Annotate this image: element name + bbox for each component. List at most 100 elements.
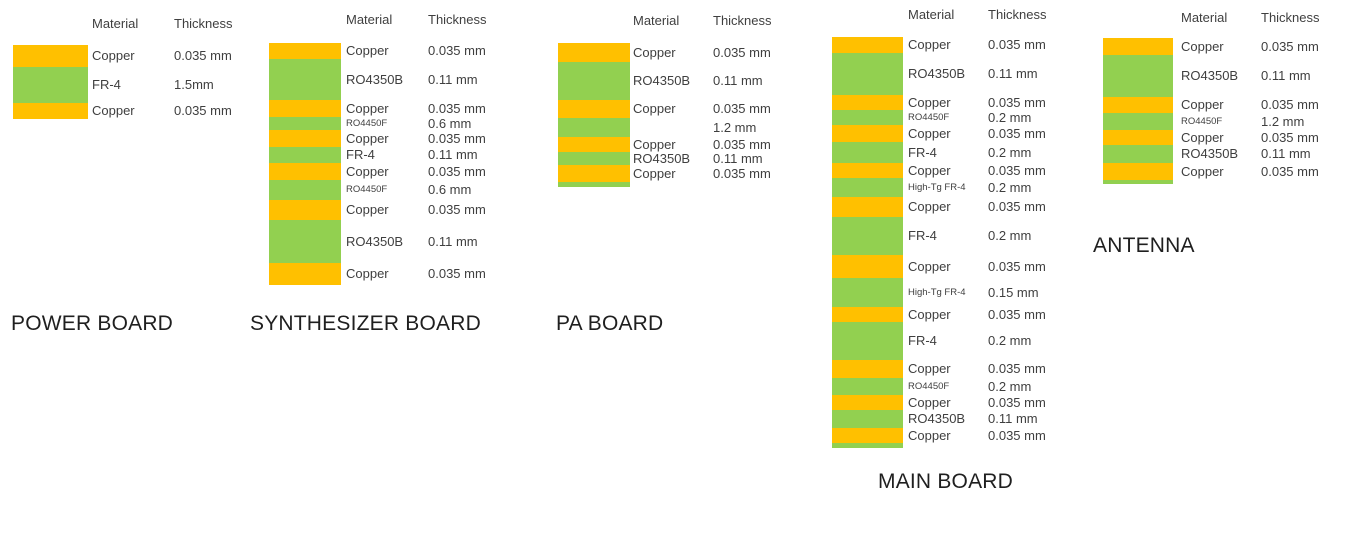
layer-thickness-label: 0.035 mm xyxy=(1261,97,1319,112)
layer-thickness-label: 0.11 mm xyxy=(713,73,763,88)
layer-material-label: Copper xyxy=(346,163,389,179)
layer-strip-copper xyxy=(832,163,903,178)
layer-material-label: FR-4 xyxy=(92,77,121,92)
layer-material-label: Copper xyxy=(908,125,951,141)
layer-material-label: Copper xyxy=(92,48,135,63)
layer-thickness-label: 0.6 mm xyxy=(428,182,472,197)
layer-strip-copper xyxy=(269,163,341,180)
layer-material-label: Copper xyxy=(908,258,951,274)
board-title: MAIN BOARD xyxy=(878,470,1014,493)
layer-material-label: RO4350B xyxy=(346,71,404,87)
layer-strip-dielectric xyxy=(269,220,341,263)
layer-strip-dielectric xyxy=(1103,55,1173,97)
layer-strip-copper xyxy=(832,125,903,142)
layer-strip-copper xyxy=(269,130,341,147)
layer-material-label: High-Tg FR-4 xyxy=(908,181,966,193)
layer-strip-dielectric xyxy=(832,53,903,95)
layer-thickness-label: 0.2 mm xyxy=(988,179,1032,195)
layer-strip-dielectric xyxy=(558,182,630,187)
layer-thickness-label: 1.2 mm xyxy=(1261,113,1305,129)
layer-strip-copper xyxy=(13,45,88,67)
thickness-column-header: Thickness xyxy=(1261,10,1320,25)
layer-material-label: RO4450F xyxy=(346,184,388,195)
material-column-header: Material xyxy=(908,7,955,22)
layer-thickness-label: 0.2 mm xyxy=(988,333,1032,348)
layer-material-label: Copper xyxy=(92,103,135,118)
layer-strip-dielectric xyxy=(832,217,903,255)
layer-thickness-label: 0.035 mm xyxy=(713,136,771,152)
layer-thickness-label: 0.035 mm xyxy=(428,163,486,179)
layer-material-label: Copper xyxy=(346,43,389,58)
layer-thickness-label: 0.11 mm xyxy=(428,147,478,162)
layer-material-label: FR-4 xyxy=(908,144,937,160)
layer-material-label: Copper xyxy=(908,37,951,52)
layer-strip-dielectric xyxy=(1103,113,1173,130)
layer-material-label: RO4350B xyxy=(1181,146,1239,161)
layer-thickness-label: 0.6 mm xyxy=(428,115,472,131)
layer-material-label: Copper xyxy=(908,394,951,410)
layer-material-label: Copper xyxy=(633,136,676,152)
layer-strip-copper xyxy=(269,43,341,59)
layer-thickness-label: 0.035 mm xyxy=(428,130,486,146)
layer-strip-dielectric xyxy=(832,142,903,163)
layer-thickness-label: 0.035 mm xyxy=(988,125,1046,141)
layer-strip-dielectric xyxy=(832,443,903,448)
layer-strip-dielectric xyxy=(269,59,341,100)
layer-thickness-label: 0.11 mm xyxy=(988,66,1038,81)
layer-thickness-label: 0.035 mm xyxy=(988,427,1046,443)
layer-thickness-label: 0.15 mm xyxy=(988,284,1039,300)
layer-strip-copper xyxy=(1103,163,1173,180)
board-title: SYNTHESIZER BOARD xyxy=(250,312,481,335)
layer-material-label: RO4350B xyxy=(346,233,404,249)
layer-material-label: Copper xyxy=(1181,129,1224,145)
layer-strip-dielectric xyxy=(832,322,903,360)
layer-strip-dielectric xyxy=(832,378,903,395)
layer-thickness-label: 0.035 mm xyxy=(988,306,1046,322)
layer-thickness-label: 0.035 mm xyxy=(174,48,232,63)
layer-strip-dielectric xyxy=(558,118,630,137)
layer-strip-copper xyxy=(269,100,341,117)
layer-thickness-label: 0.035 mm xyxy=(988,162,1046,178)
layer-material-label: Copper xyxy=(1181,38,1224,54)
layer-strip-dielectric xyxy=(269,147,341,163)
layer-thickness-label: 0.035 mm xyxy=(428,266,486,281)
board-title: ANTENNA xyxy=(1093,234,1195,257)
layer-strip-copper xyxy=(832,197,903,217)
layer-thickness-label: 0.035 mm xyxy=(713,101,771,116)
layer-material-label: Copper xyxy=(1181,163,1224,179)
layer-material-label: RO4350B xyxy=(908,411,966,426)
layer-material-label: Copper xyxy=(346,266,389,281)
layer-material-label: RO4350B xyxy=(1181,68,1239,83)
layer-strip-copper xyxy=(558,137,630,152)
layer-strip-copper xyxy=(558,165,630,182)
layer-strip-copper xyxy=(832,428,903,443)
layer-thickness-label: 0.035 mm xyxy=(988,258,1046,274)
material-column-header: Material xyxy=(92,16,139,31)
layer-material-label: FR-4 xyxy=(908,228,937,243)
layer-strip-dielectric xyxy=(558,152,630,165)
board-title: POWER BOARD xyxy=(11,312,174,335)
layer-material-label: RO4450F xyxy=(908,111,950,123)
layer-thickness-label: 0.035 mm xyxy=(1261,163,1319,179)
layer-material-label: RO4350B xyxy=(908,66,966,81)
layer-thickness-label: 0.2 mm xyxy=(988,228,1032,243)
layer-strip-dielectric xyxy=(269,180,341,200)
material-column-header: Material xyxy=(633,13,680,28)
layer-strip-copper xyxy=(269,200,341,220)
layer-thickness-label: 0.035 mm xyxy=(428,202,486,217)
layer-material-label: Copper xyxy=(908,94,951,110)
layer-thickness-label: 0.035 mm xyxy=(428,100,486,116)
layer-thickness-label: 0.11 mm xyxy=(1261,68,1311,83)
layer-strip-copper xyxy=(832,307,903,322)
layer-strip-copper xyxy=(13,103,88,119)
layer-material-label: Copper xyxy=(346,130,389,146)
layer-thickness-label: 0.035 mm xyxy=(988,37,1046,52)
layer-strip-dielectric xyxy=(832,178,903,197)
layer-strip-copper xyxy=(558,43,630,62)
layer-material-label: Copper xyxy=(633,165,676,181)
layer-thickness-label: 0.035 mm xyxy=(1261,38,1319,54)
layer-strip-copper xyxy=(832,395,903,410)
layer-thickness-label: 0.035 mm xyxy=(988,394,1046,410)
layer-thickness-label: 0.035 mm xyxy=(428,43,486,58)
layer-thickness-label: 0.11 mm xyxy=(713,150,763,166)
